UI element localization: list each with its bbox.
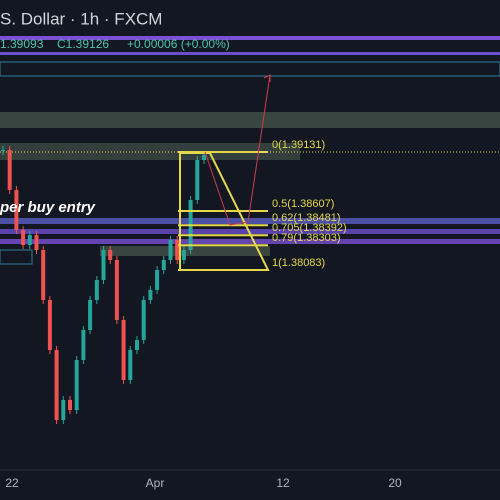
candle: [68, 399, 72, 410]
candle: [34, 235, 39, 250]
candle: [155, 270, 160, 290]
candle: [114, 259, 119, 321]
zones: [0, 36, 500, 265]
fib-label: 0.5(1.38607): [272, 198, 334, 210]
ohlc-open: 1.39093: [0, 37, 44, 51]
fib-tool: 0(1.39131) 0.5(1.38607) 0.62(1.38481)0.705…: [178, 139, 347, 272]
candle: [141, 299, 146, 340]
candle: [181, 249, 186, 260]
zone-box: [0, 112, 500, 128]
x-tick-label: Apr: [146, 476, 165, 490]
zone-box: [0, 249, 33, 265]
x-tick-label: 22: [5, 476, 19, 490]
candle: [81, 330, 86, 360]
candle: [54, 349, 59, 421]
candle: [27, 235, 32, 246]
candle: [202, 155, 206, 161]
zone-line: [0, 239, 500, 244]
candle: [168, 239, 173, 260]
candle: [148, 289, 153, 300]
candle: [1, 149, 5, 151]
fib-label: 1(1.38083): [272, 257, 325, 269]
candle: [121, 320, 126, 381]
candle: [108, 249, 113, 260]
zone-line: [0, 36, 500, 40]
fib-label: 0.79(1.38303): [272, 232, 341, 244]
candle: [94, 280, 99, 300]
x-tick-label: 12: [276, 476, 290, 490]
candle: [88, 299, 93, 331]
candle: [175, 239, 180, 260]
candle: [101, 249, 106, 281]
candle: [135, 339, 139, 350]
annotation: per buy entry: [0, 199, 96, 216]
symbol: S. Dollar · 1h · FXCM: [0, 9, 162, 28]
ohlc-change: +0.00006 (+0.00%): [127, 37, 230, 51]
zone-box: [0, 61, 500, 77]
fib-label: 0.62(1.38481): [272, 212, 341, 224]
candle: [195, 160, 200, 200]
zone-line: [0, 218, 500, 224]
zone-line: [0, 52, 500, 55]
candle: [74, 359, 79, 410]
candle: [161, 259, 166, 271]
candle: [14, 189, 19, 231]
candle: [61, 399, 66, 421]
x-tick-label: 20: [388, 476, 402, 490]
candle: [47, 299, 52, 350]
candle: [128, 349, 133, 381]
arrow-head: [263, 74, 271, 82]
ohlc-close: C1.39126: [57, 37, 109, 51]
arrows: [204, 74, 271, 226]
candle: [41, 249, 46, 300]
candles: [1, 145, 206, 425]
candle: [21, 230, 26, 246]
fib-label: 0.705(1.38392): [272, 222, 347, 234]
candle: [7, 149, 12, 190]
path-arrow: [204, 74, 271, 226]
fib-label: 0(1.39131): [272, 139, 325, 151]
